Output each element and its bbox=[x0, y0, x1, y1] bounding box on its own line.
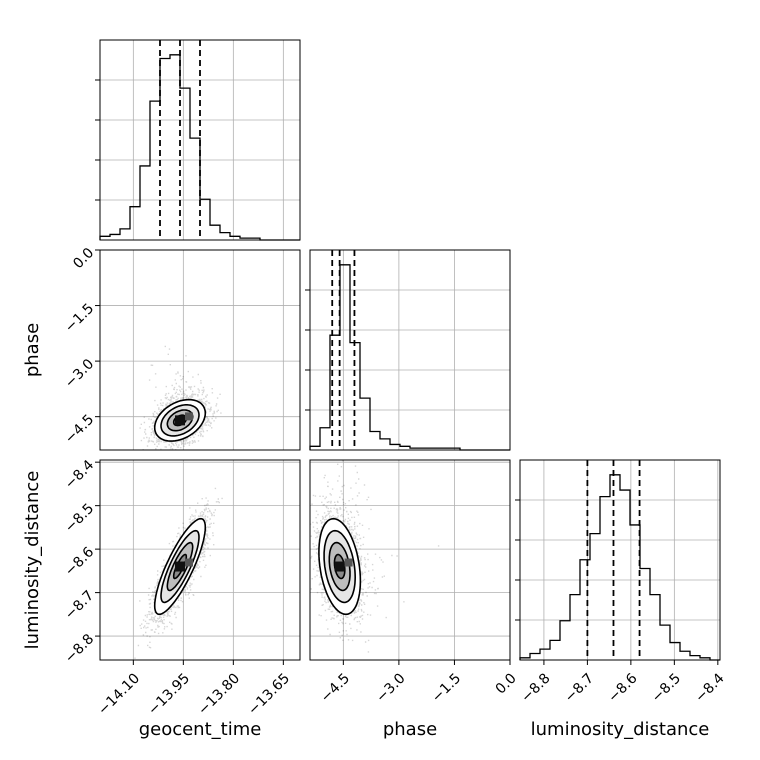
x-tick-label-luminosity_distance: −8.6 bbox=[605, 670, 640, 705]
x-tick-label-phase: 0.0 bbox=[493, 670, 520, 697]
x-tick-label-phase: −1.5 bbox=[429, 670, 464, 705]
y-tick-label-phase: −4.5 bbox=[62, 412, 97, 447]
scatter-panel-phase-luminosity_distance bbox=[309, 459, 511, 661]
histogram-phase bbox=[305, 249, 511, 451]
y-tick-label-luminosity_distance: −8.6 bbox=[62, 544, 97, 579]
density-peak bbox=[175, 561, 185, 572]
y-tick-label-luminosity_distance: −8.7 bbox=[62, 588, 97, 623]
x-tick-label-luminosity_distance: −8.5 bbox=[649, 670, 684, 705]
x-axis-label-luminosity_distance: luminosity_distance bbox=[531, 719, 710, 740]
y-tick-label-luminosity_distance: −8.5 bbox=[62, 501, 97, 536]
scatter-points bbox=[310, 460, 440, 653]
scatter-panel-geocent_time-phase bbox=[99, 249, 301, 451]
density-peak bbox=[175, 415, 185, 426]
x-tick-label-geocent_time: −13.95 bbox=[145, 670, 193, 718]
scatter-panel-geocent_time-luminosity_distance bbox=[99, 459, 301, 661]
histogram-luminosity_distance bbox=[515, 459, 721, 661]
x-tick-label-phase: −3.0 bbox=[373, 670, 408, 705]
histogram-step-phase bbox=[309, 264, 510, 451]
panel-frame bbox=[519, 459, 721, 661]
y-axis-label-luminosity_distance: luminosity_distance bbox=[22, 471, 43, 650]
x-axis-label-phase: phase bbox=[383, 719, 437, 740]
scatter-points bbox=[139, 345, 222, 450]
x-tick-label-luminosity_distance: −8.4 bbox=[692, 670, 727, 705]
panel-frame bbox=[99, 249, 301, 451]
y-tick-label-luminosity_distance: −8.8 bbox=[62, 631, 97, 666]
histogram-step-geocent_time bbox=[99, 54, 300, 241]
x-tick-label-geocent_time: −14.10 bbox=[95, 670, 143, 718]
x-tick-label-phase: −4.5 bbox=[318, 670, 353, 705]
panel-frame bbox=[309, 459, 511, 661]
density-cell bbox=[185, 558, 193, 567]
x-tick-label-geocent_time: −13.80 bbox=[195, 670, 243, 718]
y-tick-label-phase: 0.0 bbox=[70, 245, 97, 272]
histogram-geocent_time bbox=[95, 39, 301, 241]
histogram-step-luminosity_distance bbox=[519, 474, 720, 661]
y-tick-label-luminosity_distance: −8.4 bbox=[62, 457, 97, 492]
panel-frame bbox=[309, 249, 511, 451]
scatter-points bbox=[134, 487, 223, 659]
y-axis-label-phase: phase bbox=[22, 323, 43, 377]
density-cell bbox=[344, 558, 353, 567]
x-tick-label-geocent_time: −13.65 bbox=[245, 670, 293, 718]
y-tick-label-phase: −1.5 bbox=[62, 301, 97, 336]
density-cell bbox=[185, 412, 193, 421]
x-tick-label-luminosity_distance: −8.8 bbox=[518, 670, 553, 705]
density-peak bbox=[334, 561, 345, 572]
panel-frame bbox=[99, 459, 301, 661]
x-axis-label-geocent_time: geocent_time bbox=[139, 719, 262, 740]
y-tick-label-phase: −3.0 bbox=[62, 356, 97, 391]
x-tick-label-luminosity_distance: −8.7 bbox=[562, 670, 597, 705]
panel-frame bbox=[99, 39, 301, 241]
